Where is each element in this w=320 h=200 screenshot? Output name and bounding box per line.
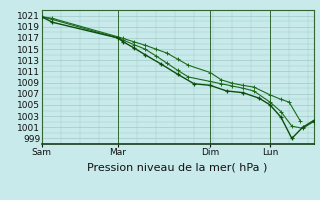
X-axis label: Pression niveau de la mer( hPa ): Pression niveau de la mer( hPa ) [87,163,268,173]
